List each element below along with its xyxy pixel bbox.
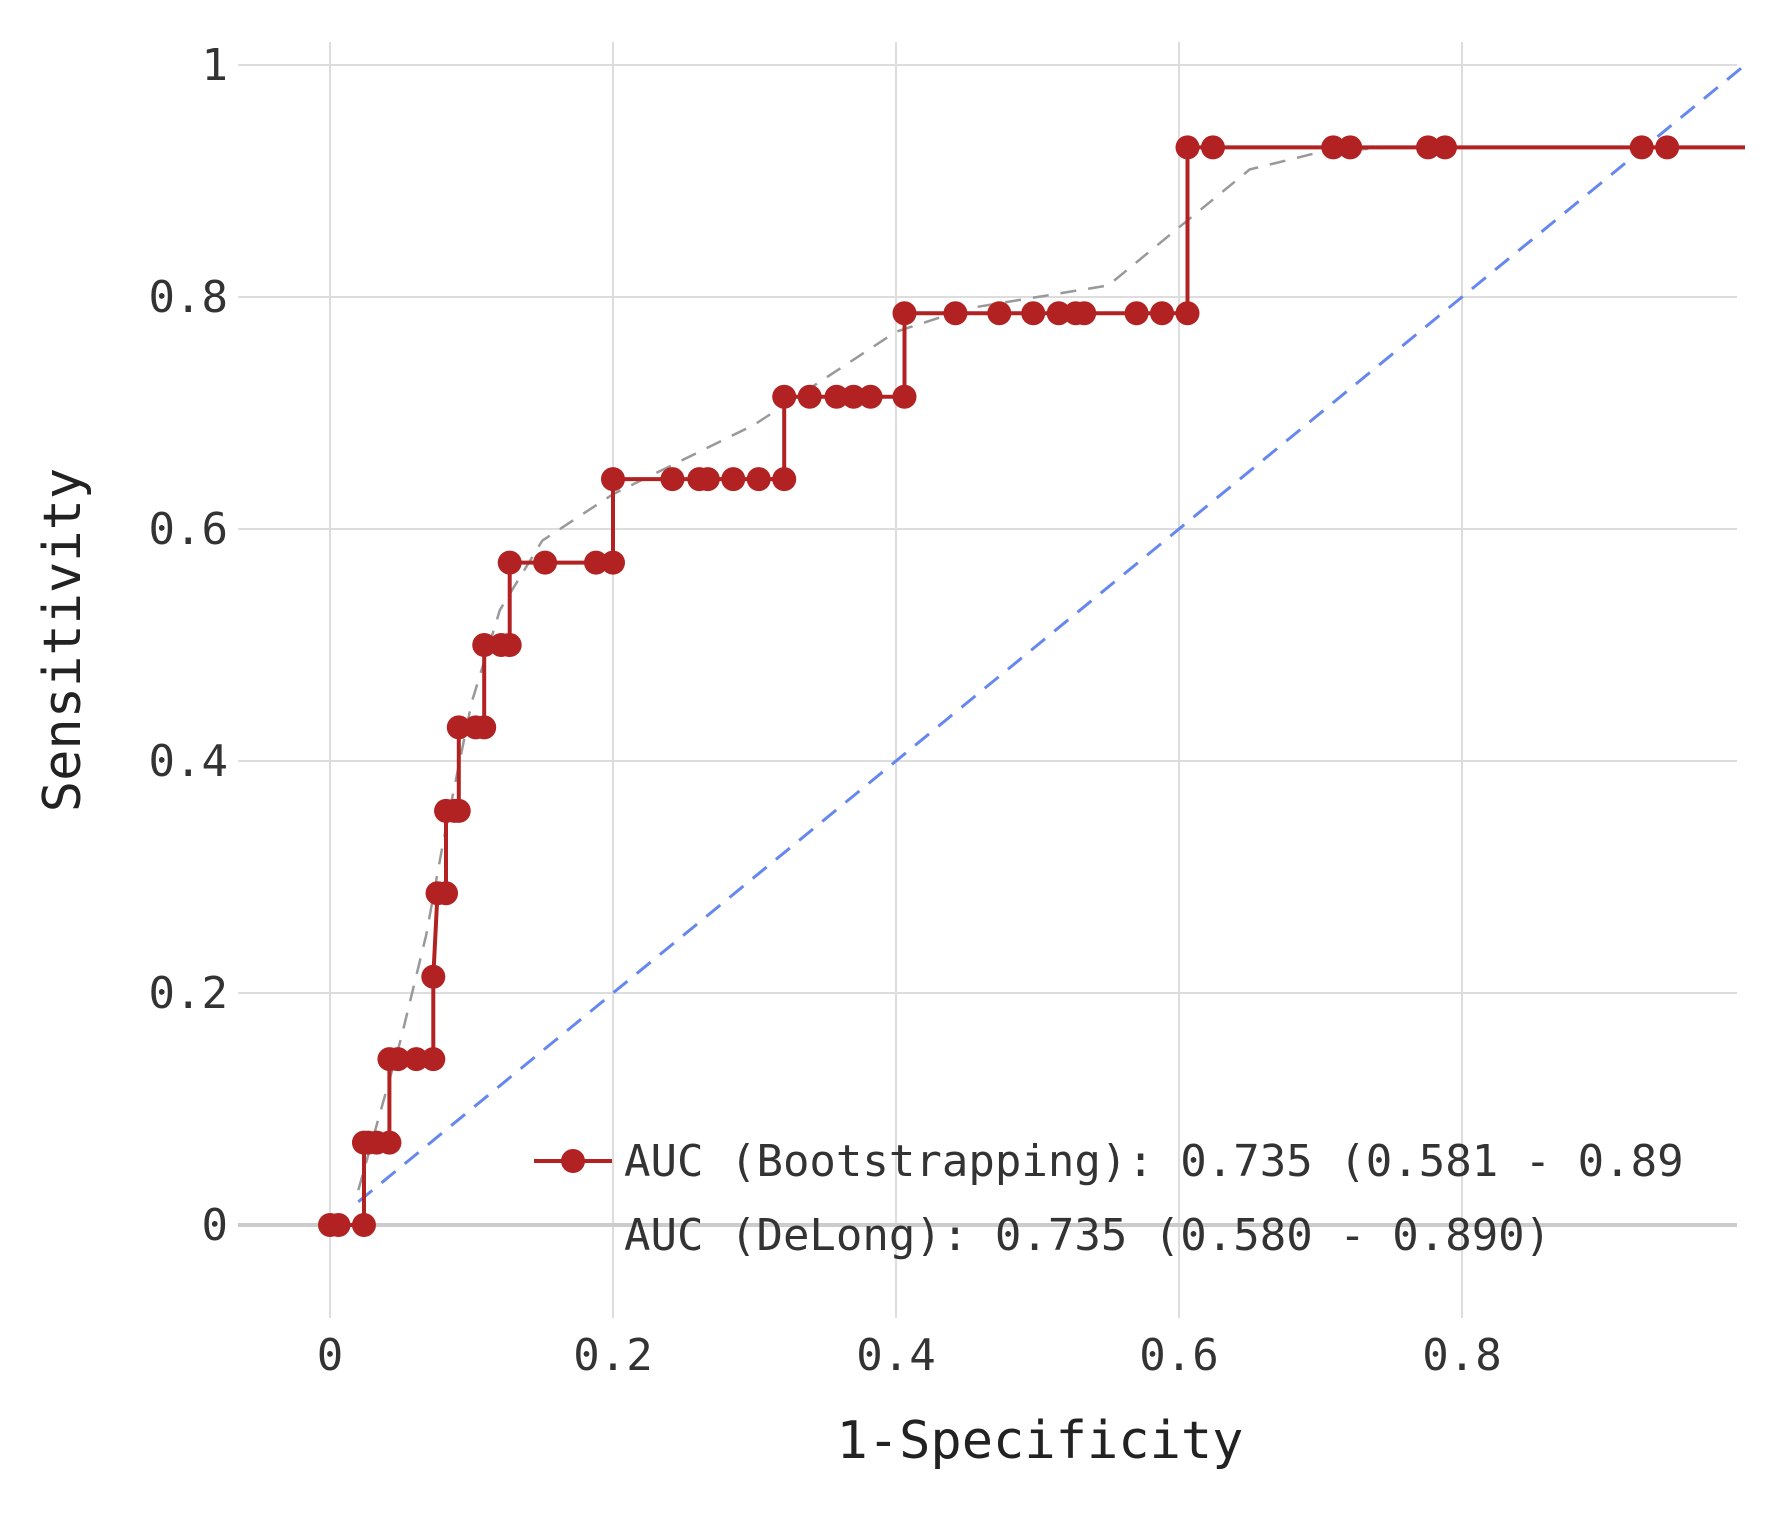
roc-point (746, 467, 771, 492)
roc-point (533, 550, 558, 575)
roc-point (824, 384, 849, 409)
x-tick-label: 0 (317, 1330, 344, 1381)
roc-point (772, 384, 797, 409)
roc-point (1046, 301, 1071, 326)
y-tick-label: 0.6 (149, 504, 228, 555)
roc-point (987, 301, 1012, 326)
roc-point (695, 467, 720, 492)
roc-point (892, 301, 917, 326)
roc-point (1629, 135, 1654, 160)
roc-point (446, 798, 471, 823)
legend-entry-delong: AUC (DeLong): 0.735 (0.580 - 0.890) (624, 1210, 1551, 1261)
legend-roc-marker (561, 1149, 585, 1173)
y-tick-label: 0.8 (149, 272, 228, 323)
roc-point (601, 467, 625, 492)
roc-point (892, 384, 917, 409)
x-tick-label: 0.2 (573, 1330, 652, 1381)
roc-point (1175, 301, 1200, 326)
roc-point (1416, 135, 1441, 160)
roc-point (377, 1130, 402, 1155)
roc-point (326, 1213, 351, 1237)
roc-point (1655, 135, 1680, 160)
roc-point (434, 881, 459, 906)
roc-point (858, 384, 883, 409)
y-tick-label: 0.4 (149, 736, 228, 787)
roc-point (1200, 135, 1225, 160)
roc-point (772, 467, 797, 492)
roc-point (1150, 301, 1175, 326)
y-tick-label: 1 (202, 40, 229, 91)
roc-point (421, 1047, 446, 1072)
legend: AUC (Bootstrapping): 0.735 (0.581 - 0.89… (534, 1136, 1684, 1261)
series-lines (330, 63, 1746, 1227)
reference-diagonal-line (357, 63, 1746, 1203)
y-tick-label: 0 (202, 1200, 229, 1251)
roc-point (497, 550, 522, 575)
roc-point (497, 633, 522, 657)
x-axis-title: 1-Specificity (837, 1411, 1244, 1471)
roc-point (797, 384, 822, 409)
x-tick-label: 0.8 (1422, 1330, 1501, 1381)
tick-labels: 0 0.2 0.4 0.6 0.8 0 0.2 0.4 0.6 0.8 1 (149, 40, 1502, 1381)
roc-point (1321, 135, 1346, 160)
roc-point (385, 1047, 410, 1072)
roc-points (318, 135, 1680, 1237)
y-axis-title: Sensitivity (33, 468, 93, 812)
roc-point (943, 301, 968, 326)
legend-entry-bootstrapping: AUC (Bootstrapping): 0.735 (0.581 - 0.89 (624, 1136, 1684, 1187)
x-tick-label: 0.4 (856, 1330, 935, 1381)
x-tick-label: 0.6 (1139, 1330, 1218, 1381)
roc-point (660, 467, 685, 492)
roc-point (601, 550, 625, 575)
roc-point (1338, 135, 1363, 160)
roc-point (351, 1213, 376, 1237)
roc-point (1072, 301, 1097, 326)
roc-point (472, 715, 497, 740)
roc-point (1124, 301, 1149, 326)
roc-point (721, 467, 746, 492)
roc-point (841, 384, 866, 409)
roc-point (421, 964, 446, 989)
roc-point (1021, 301, 1046, 326)
grid (238, 42, 1737, 1318)
roc-point (404, 1047, 429, 1072)
y-tick-label: 0.2 (149, 968, 228, 1019)
roc-point (1175, 135, 1200, 160)
roc-point (1433, 135, 1458, 160)
roc-point (472, 633, 497, 657)
roc-point (446, 715, 471, 740)
roc-point (584, 550, 609, 575)
